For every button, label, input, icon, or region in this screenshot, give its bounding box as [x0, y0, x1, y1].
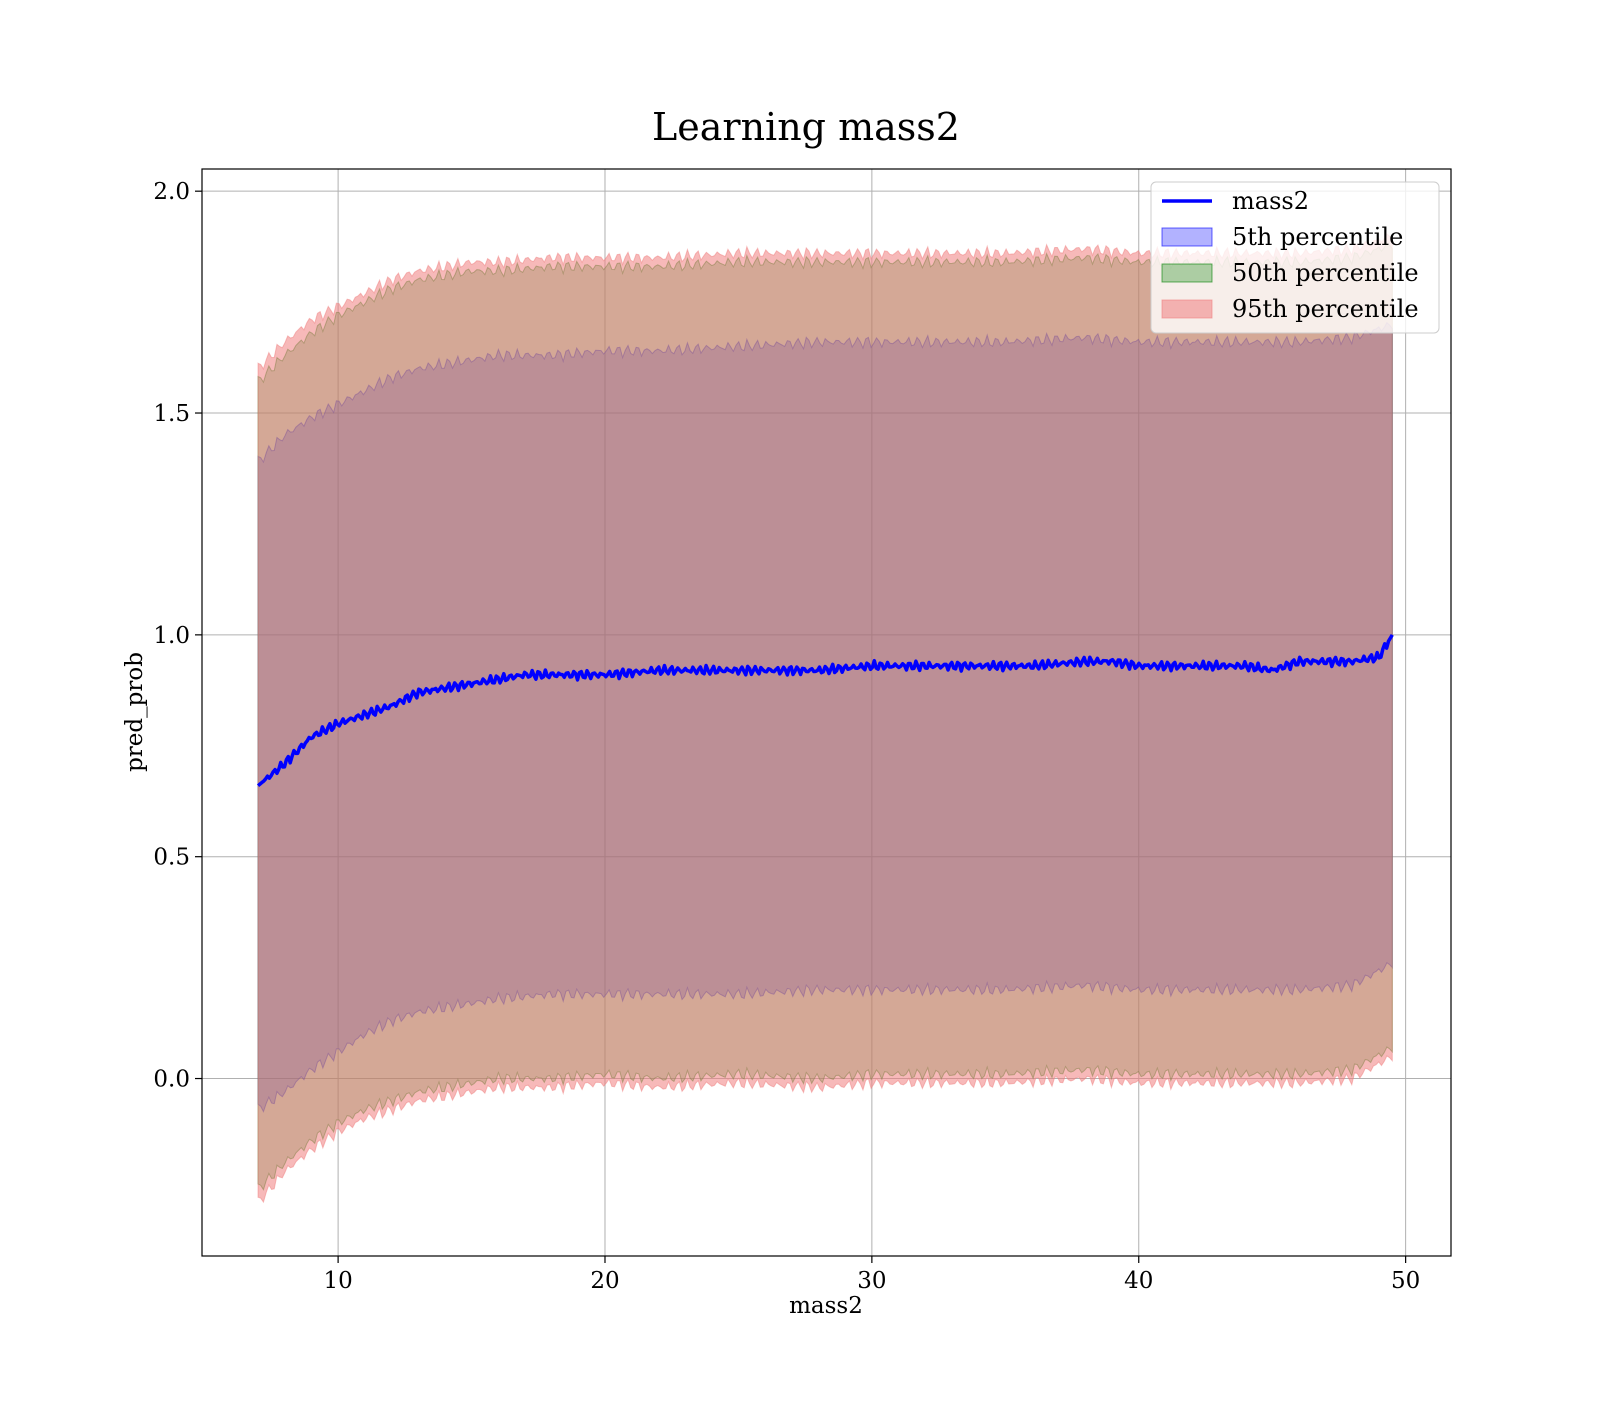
plot-frame: [201, 168, 1452, 1257]
x-tick-label-40: 40: [1124, 1268, 1153, 1294]
legend-label-mass2: mass2: [1232, 187, 1309, 215]
series-line-mass2: [256, 633, 1394, 788]
y-tick-label-2.0: 2.0: [153, 179, 190, 205]
chart-title: Learning mass2: [652, 105, 960, 149]
y-tick-label-1.0: 1.0: [153, 623, 190, 649]
tick-layer: 10 20 30 40 50 0.0 0.5 1.0 1.5 2.0: [153, 179, 1420, 1294]
x-tick-label-10: 10: [323, 1268, 352, 1294]
legend-swatch-95th-percentile: [1161, 299, 1213, 319]
y-tick-label-0.0: 0.0: [153, 1067, 190, 1093]
y-tick-label-1.5: 1.5: [153, 401, 190, 427]
legend-swatch-5th-percentile: [1161, 227, 1213, 247]
line-layer: [256, 633, 1394, 788]
band-layer: [257, 233, 1393, 1204]
band-95th-percentile: [257, 233, 1393, 1204]
x-tick-label-20: 20: [590, 1268, 619, 1294]
legend-label-5th-percentile: 5th percentile: [1232, 223, 1403, 251]
x-axis-label: mass2: [789, 1293, 863, 1319]
y-axis-label: pred_prob: [122, 652, 148, 772]
legend-swatch-50th-percentile: [1161, 263, 1213, 283]
legend-box: [1150, 181, 1440, 334]
y-tick-label-0.5: 0.5: [153, 845, 190, 871]
legend-label-50th-percentile: 50th percentile: [1232, 259, 1419, 287]
x-tick-label-50: 50: [1391, 1268, 1420, 1294]
x-tick-label-30: 30: [857, 1268, 886, 1294]
legend: mass2 5th percentile 50th percentile 95t…: [1150, 181, 1440, 334]
legend-label-95th-percentile: 95th percentile: [1232, 295, 1419, 323]
